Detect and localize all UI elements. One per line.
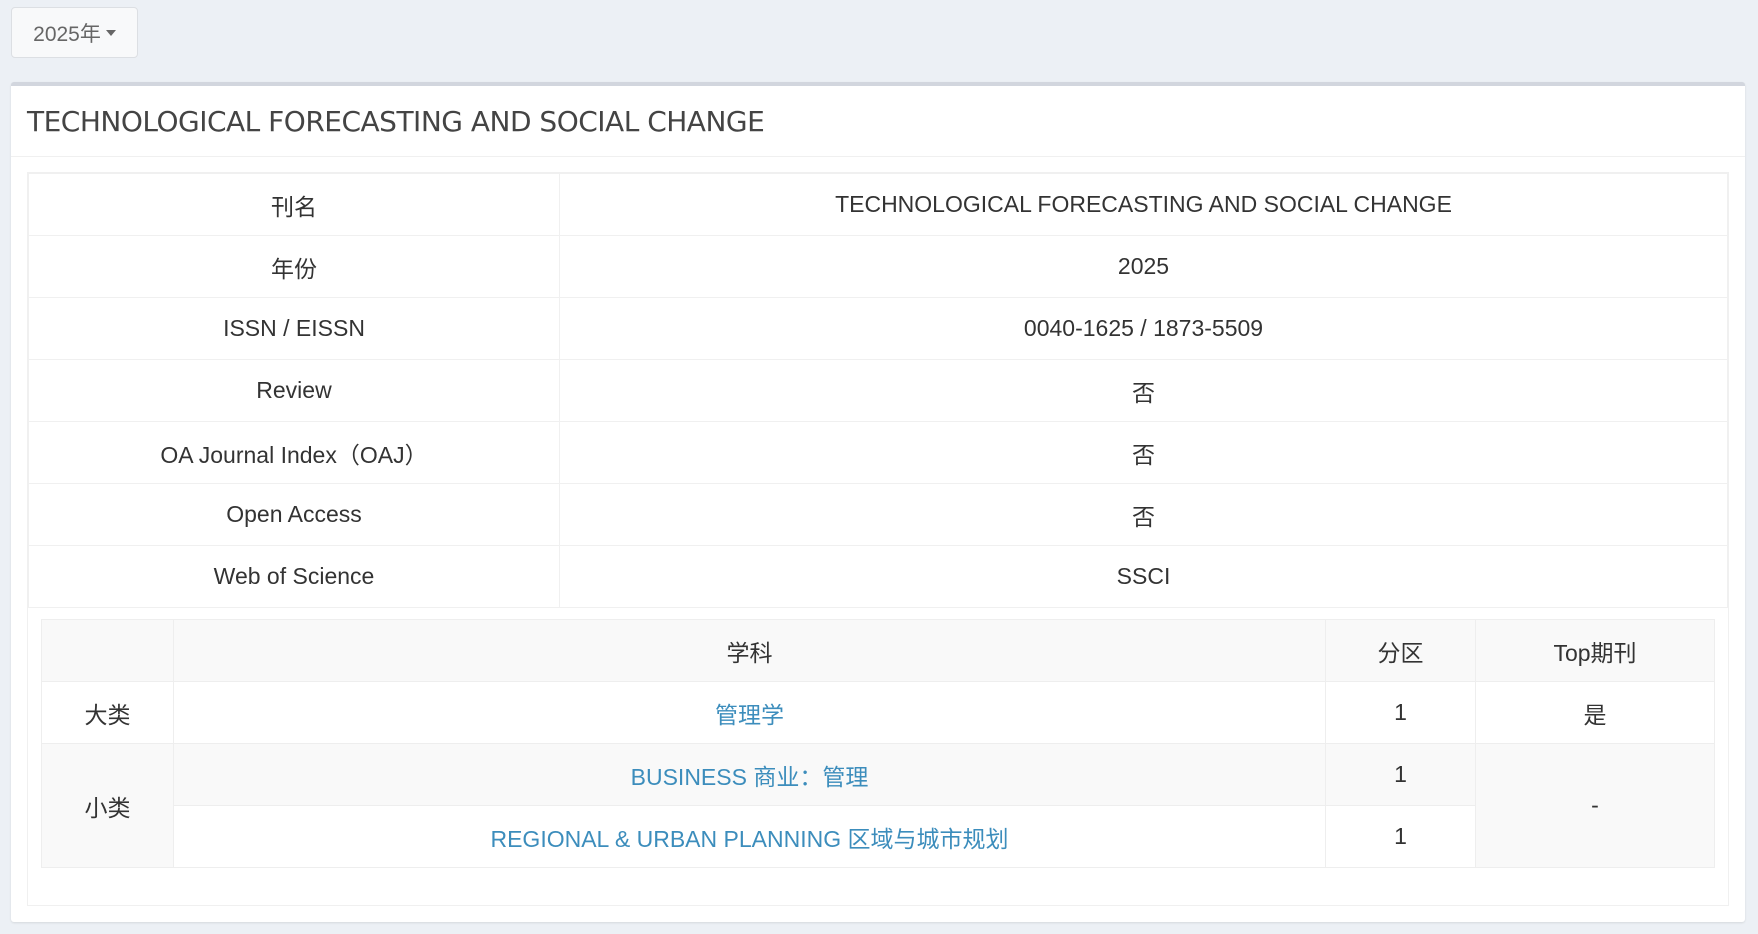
info-key: ISSN / EISSN [28, 297, 560, 360]
minor-label: 小类 [41, 743, 174, 868]
info-row: 刊名 TECHNOLOGICAL FORECASTING AND SOCIAL C… [28, 173, 1728, 236]
header-blank [41, 619, 174, 682]
year-dropdown-label: 2025年 [33, 22, 101, 46]
info-value: 否 [559, 421, 1728, 484]
info-value: SSCI [559, 545, 1728, 608]
subject-header-row: 学科 分区 Top期刊 [41, 619, 1715, 682]
info-row: Open Access 否 [28, 483, 1728, 546]
major-zone: 1 [1325, 681, 1476, 744]
journal-info-table: 刊名 TECHNOLOGICAL FORECASTING AND SOCIAL C… [28, 173, 1728, 608]
minor-zone: 1 [1325, 805, 1476, 868]
subject-table: 学科 分区 Top期刊 大类 管理学 1 是 小类 BUSINESS 商业：管理… [41, 619, 1715, 868]
info-key: OA Journal Index（OAJ） [28, 421, 560, 484]
major-label: 大类 [41, 681, 174, 744]
info-row: Web of Science SSCI [28, 545, 1728, 608]
major-row: 大类 管理学 1 是 [41, 681, 1715, 744]
year-dropdown[interactable]: 2025年 [11, 7, 138, 58]
card-header: TECHNOLOGICAL FORECASTING AND SOCIAL CHA… [11, 86, 1745, 157]
info-key: Web of Science [28, 545, 560, 608]
info-value: 否 [559, 359, 1728, 422]
info-key: 年份 [28, 235, 560, 298]
minor-top: - [1475, 743, 1715, 868]
info-row: ISSN / EISSN 0040-1625 / 1873-5509 [28, 297, 1728, 360]
info-value: 0040-1625 / 1873-5509 [559, 297, 1728, 360]
info-key: Review [28, 359, 560, 422]
minor-row: 小类 BUSINESS 商业：管理 1 - [41, 743, 1715, 868]
minor-row: REGIONAL & URBAN PLANNING 区域与城市规划 1 [42, 805, 1715, 868]
header-zone: 分区 [1325, 619, 1476, 682]
minor-zone: 1 [1325, 743, 1476, 806]
major-top: 是 [1475, 681, 1715, 744]
caret-down-icon [105, 29, 116, 36]
info-value: 2025 [559, 235, 1728, 298]
info-row: Review 否 [28, 359, 1728, 422]
card-title: TECHNOLOGICAL FORECASTING AND SOCIAL CHA… [27, 104, 765, 138]
header-top: Top期刊 [1475, 619, 1715, 682]
info-key: 刊名 [28, 173, 560, 236]
info-key: Open Access [28, 483, 560, 546]
info-value: 否 [559, 483, 1728, 546]
info-row: 年份 2025 [28, 235, 1728, 298]
info-box: 刊名 TECHNOLOGICAL FORECASTING AND SOCIAL C… [27, 172, 1729, 906]
info-value: TECHNOLOGICAL FORECASTING AND SOCIAL CHA… [559, 173, 1728, 236]
minor-subject-link[interactable]: BUSINESS 商业：管理 [630, 763, 869, 790]
header-subject: 学科 [173, 619, 1326, 682]
journal-card: TECHNOLOGICAL FORECASTING AND SOCIAL CHA… [11, 82, 1745, 922]
major-subject-link[interactable]: 管理学 [715, 701, 784, 728]
minor-subject-link[interactable]: REGIONAL & URBAN PLANNING 区域与城市规划 [490, 825, 1009, 852]
info-row: OA Journal Index（OAJ）否 [28, 421, 1728, 484]
